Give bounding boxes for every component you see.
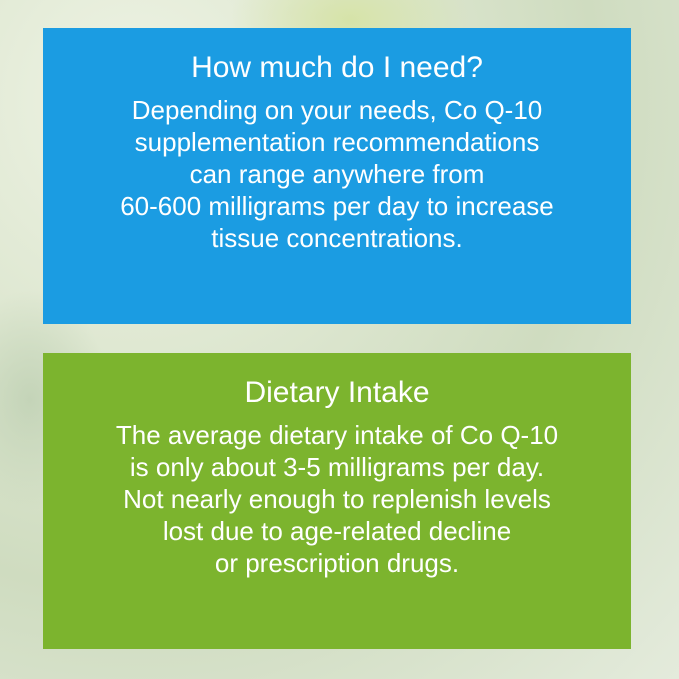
text-line: is only about 3-5 milligrams per day. (129, 452, 545, 482)
text-line: lost due to age-related decline (162, 516, 512, 546)
text-line: tissue concentrations. (211, 223, 463, 253)
dosage-text: Depending on your needs, Co Q-10 supplem… (53, 94, 621, 254)
text-line: The average dietary intake of Co Q-10 (115, 420, 559, 450)
text-line: can range anywhere from (189, 159, 485, 189)
dosage-panel: How much do I need? Depending on your ne… (43, 28, 631, 324)
dietary-intake-title: Dietary Intake (244, 376, 430, 409)
dosage-title: How much do I need? (191, 51, 483, 84)
text-line: Not nearly enough to replenish levels (123, 484, 551, 514)
text-line: Depending on your needs, Co Q-10 (131, 95, 543, 125)
dietary-intake-text: The average dietary intake of Co Q-10 is… (53, 419, 621, 579)
text-line: or prescription drugs. (214, 548, 460, 578)
text-line: supplementation recommendations (134, 127, 540, 157)
dietary-intake-panel: Dietary Intake The average dietary intak… (43, 353, 631, 649)
text-line: 60-600 milligrams per day to increase (120, 191, 554, 221)
